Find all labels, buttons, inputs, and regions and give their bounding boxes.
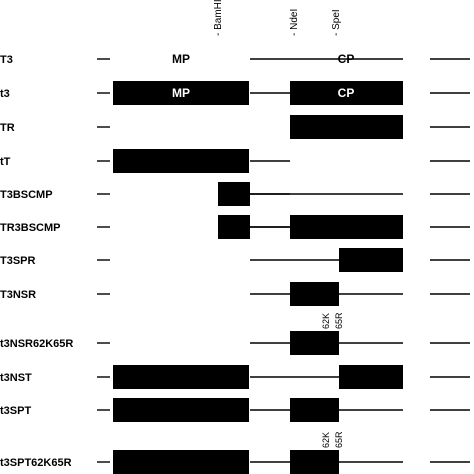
cp-fragment-box: [290, 450, 339, 474]
cp-box: [290, 115, 403, 139]
construct-label: t3SPT: [0, 405, 31, 417]
restriction-site-label: - BamHI: [213, 0, 224, 36]
construct-row: T3BSCMP: [0, 182, 470, 206]
restriction-sites: - BamHI - NdeI - SpeI: [213, 0, 342, 36]
construct-row: T3NSR: [0, 282, 470, 306]
mp-box: [113, 398, 249, 422]
construct-row: t3NST: [0, 365, 470, 389]
construct-row: T3SPR: [0, 248, 470, 272]
construct-label: tT: [0, 156, 11, 168]
mp-header-label: MP: [172, 52, 190, 66]
mp-box: [113, 450, 249, 474]
cp-fragment-box: [339, 248, 403, 272]
construct-row: TR: [0, 115, 470, 139]
construct-label: T3BSCMP: [0, 189, 53, 201]
construct-row: t3NSR62K65R 62K 65R: [0, 312, 470, 355]
construct-label: T3: [0, 54, 13, 66]
mp-box: [113, 81, 249, 105]
mp-fragment-box: [218, 182, 250, 206]
cp-header-label: CP: [338, 52, 355, 66]
mp-box: [113, 365, 249, 389]
construct-label: t3: [0, 88, 10, 100]
mutation-label: 65R: [334, 431, 344, 448]
construct-label: t3NSR62K65R: [0, 338, 73, 350]
construct-row: tT: [0, 149, 470, 173]
cp-box-label: CP: [338, 86, 355, 100]
mutation-label: 62K: [321, 432, 331, 448]
mutation-label: 65R: [334, 312, 344, 329]
cp-fragment-box: [290, 282, 339, 306]
construct-rows: T3 MP CP t3 MP CP TR tT T3BSCMP TR3BSCMP T3SPR T3NS…: [0, 52, 470, 474]
mp-fragment-box: [218, 215, 250, 239]
cp-box: [290, 81, 403, 105]
construct-label: TR: [0, 122, 15, 134]
construct-row: TR3BSCMP: [0, 215, 470, 239]
construct-row: t3SPT: [0, 398, 470, 422]
construct-label: t3SPT62K65R: [0, 457, 72, 469]
construct-row: t3 MP CP: [0, 81, 470, 105]
mp-box-label: MP: [172, 86, 190, 100]
mutation-label: 62K: [321, 313, 331, 329]
cp-fragment-box: [339, 365, 403, 389]
restriction-site-label: - SpeI: [331, 9, 342, 36]
cp-box: [290, 215, 403, 239]
construct-label: T3SPR: [0, 255, 36, 267]
construct-label: T3NSR: [0, 289, 36, 301]
mp-box: [113, 149, 249, 173]
restriction-site-label: - NdeI: [289, 9, 300, 36]
construct-label: t3NST: [0, 372, 32, 384]
cp-fragment-box: [290, 398, 339, 422]
cp-fragment-box: [290, 331, 339, 355]
construct-row: t3SPT62K65R 62K 65R: [0, 431, 470, 474]
construct-label: TR3BSCMP: [0, 222, 61, 234]
construct-row: T3 MP CP: [0, 52, 470, 66]
